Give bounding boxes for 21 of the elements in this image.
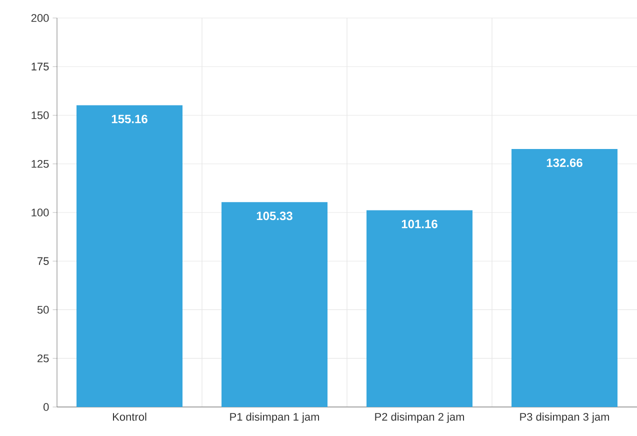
y-tick-label: 125 [32, 160, 49, 168]
x-tick-label: P2 disimpan 2 jam [375, 412, 464, 423]
y-tick-label: 50 [37, 306, 49, 314]
y-tick-label: 175 [32, 62, 49, 70]
data-label: 155.16 [112, 114, 148, 124]
data-label: 105.33 [256, 212, 292, 220]
bar [76, 105, 183, 407]
x-tick-label: Kontrol [112, 412, 146, 421]
data-label: 132.66 [546, 158, 582, 168]
bar [512, 148, 618, 407]
y-tick-label: 100 [32, 208, 49, 216]
x-tick-label: P1 disimpan 1 jam [230, 412, 319, 423]
bar [366, 210, 472, 407]
data-label: 101.16 [402, 220, 438, 228]
y-tick-label: 0 [44, 403, 49, 411]
y-tick-label: 25 [38, 354, 49, 362]
y-tick-label: 200 [31, 14, 49, 22]
y-tick-label: 75 [38, 257, 49, 265]
x-tick-label: P3 disimpan 3 jam [520, 412, 609, 423]
bar [222, 202, 328, 407]
y-tick-label: 150 [32, 111, 49, 120]
